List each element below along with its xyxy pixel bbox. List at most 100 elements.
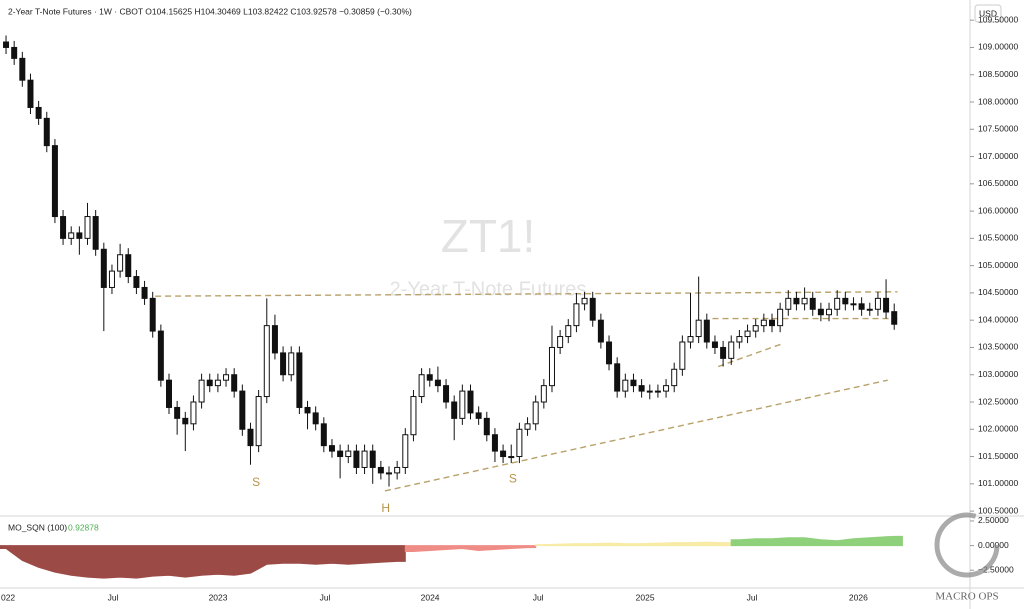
candle-body (663, 385, 670, 392)
candle-body (231, 374, 238, 392)
y-tick-label: 108.00000 (978, 96, 1018, 106)
candle-body (883, 297, 890, 313)
candle-body (255, 396, 262, 447)
trendline (155, 291, 898, 297)
candle-body (92, 216, 99, 250)
candle-body (345, 450, 352, 458)
candle-body (239, 390, 246, 430)
y-tick-label: 107.00000 (978, 151, 1018, 161)
x-tick-label: 2025 (636, 592, 655, 602)
indicator-area (535, 541, 732, 547)
candle-body (386, 472, 393, 475)
candle-body (328, 445, 335, 452)
candle-body (157, 330, 164, 381)
candle-body (198, 379, 205, 403)
candle-body (394, 466, 401, 474)
candle-body (557, 336, 564, 348)
y-tick-label: 102.50000 (978, 396, 1018, 406)
candle-body (671, 368, 678, 387)
currency: USD (979, 8, 997, 18)
candle-body (353, 450, 360, 468)
candle-body (117, 254, 124, 272)
candle-body (125, 254, 132, 278)
x-tick-label: 2024 (421, 592, 440, 602)
candle-body (418, 374, 425, 398)
candle-body (402, 434, 409, 468)
x-tick-label: Jul (320, 592, 331, 602)
candle-body (785, 297, 792, 310)
candle-body (76, 232, 83, 239)
annotation: S (252, 475, 260, 489)
candle-body (777, 308, 784, 327)
x-tick-label: Jul (533, 592, 544, 602)
candle-body (377, 466, 384, 474)
y-tick-label: 106.00000 (978, 205, 1018, 215)
indicator-y-tick-label: 0.00000 (978, 540, 1009, 550)
candle-body (728, 341, 735, 359)
y-tick-label: 101.50000 (978, 451, 1018, 461)
candle-body (190, 401, 197, 425)
candle-body (84, 216, 91, 239)
candle-body (312, 412, 319, 425)
candle-body (296, 352, 303, 408)
candle-body (524, 423, 531, 430)
y-tick-label: 107.50000 (978, 124, 1018, 134)
candle-body (703, 319, 710, 343)
candle-body (247, 428, 254, 447)
candle-body (850, 303, 857, 306)
x-tick-label: 022 (1, 592, 15, 602)
candle-body (443, 385, 450, 403)
indicator-area (404, 545, 537, 552)
y-tick-label: 109.00000 (978, 42, 1018, 52)
chart-title: 2-Year T-Note Futures · 1W · CBOT O104.1… (8, 6, 412, 16)
indicator-area (730, 535, 903, 547)
candle-body (133, 276, 140, 288)
trendline (384, 379, 888, 492)
candle-body (760, 319, 767, 327)
y-tick-label: 105.00000 (978, 260, 1018, 270)
candle-body (532, 401, 539, 425)
candle-body (174, 406, 181, 419)
annotation: H (381, 501, 390, 515)
candle-body (60, 216, 67, 239)
logo-text: MACRO OPS (935, 591, 998, 603)
candle-body (27, 79, 34, 108)
candle-body (271, 325, 278, 354)
candle-body (214, 379, 221, 387)
candle-body (141, 286, 148, 299)
candle-body (687, 336, 694, 343)
candle-body (540, 385, 547, 403)
candle-body (817, 308, 824, 316)
x-tick-label: 2026 (849, 592, 868, 602)
candle-body (826, 308, 833, 316)
candle-body (508, 456, 515, 459)
candle-body (304, 406, 311, 414)
candle-body (491, 434, 498, 452)
candle-body (288, 352, 295, 376)
y-tick-label: 101.00000 (978, 478, 1018, 488)
candle-body (638, 385, 645, 392)
candle-body (842, 297, 849, 305)
y-tick-label: 100.50000 (978, 505, 1018, 515)
y-tick-label: 103.00000 (978, 369, 1018, 379)
candle-body (695, 319, 702, 338)
y-tick-label: 104.00000 (978, 314, 1018, 324)
candle-body (597, 319, 604, 343)
candle-body (736, 336, 743, 343)
candle-body (589, 297, 596, 321)
candle-body (263, 325, 270, 398)
candle-body (35, 106, 42, 119)
candle-body (43, 117, 50, 147)
y-tick-label: 108.50000 (978, 69, 1018, 79)
candle-body (606, 341, 613, 365)
trendline (717, 342, 783, 368)
candle-body (679, 341, 686, 370)
indicator-title: MO_SQN (100) (8, 522, 67, 532)
candle-body (3, 41, 10, 48)
x-tick-label: 2023 (209, 592, 228, 602)
logo: MACRO OPS (934, 512, 1000, 603)
candle-body (516, 428, 523, 458)
candle-body (793, 297, 800, 305)
candle-body (320, 423, 327, 447)
candle-body (410, 396, 417, 436)
